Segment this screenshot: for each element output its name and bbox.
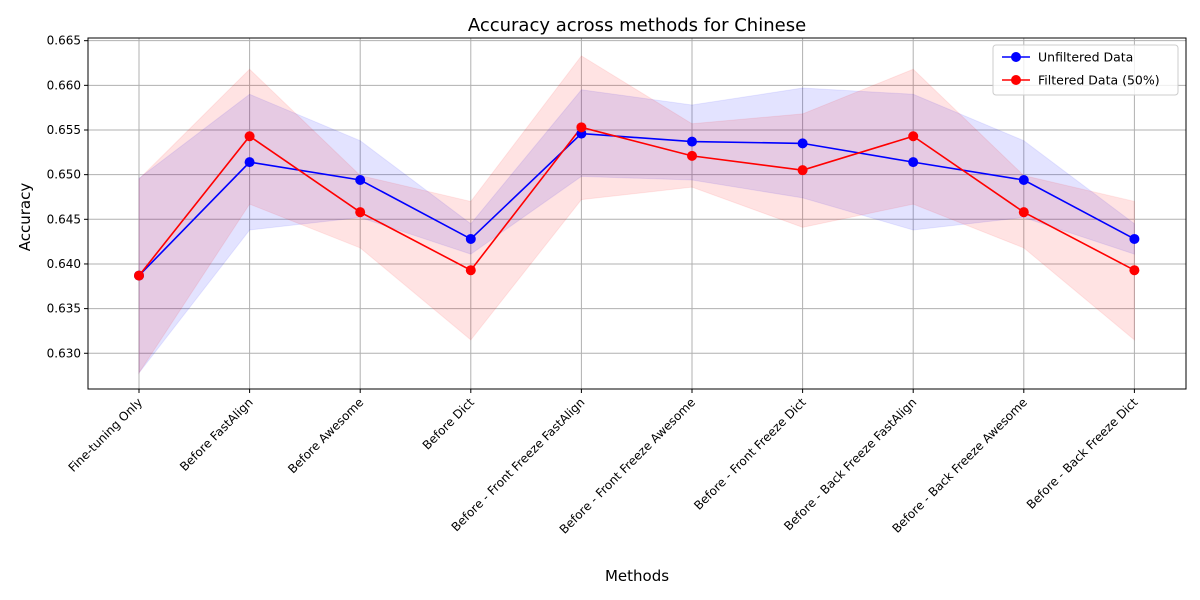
x-tick-label: Before - Back Freeze Dict [1024,395,1141,512]
data-point-series-1 [465,265,476,276]
x-tick-label: Before - Front Freeze Awesome [557,395,698,536]
legend-marker-unfiltered [1011,52,1021,62]
data-point-series-1 [797,165,808,176]
data-point-series-1 [576,122,587,133]
line-series-1 [138,126,1135,277]
data-point-series-1 [134,270,144,281]
data-point-series-1 [908,131,919,142]
x-axis-label: Methods [605,567,669,585]
line-series-0 [138,132,1135,277]
y-axis-ticks: 0.630 0.635 0.640 0.645 0.650 0.655 0.660 0.665 [47,34,88,360]
x-tick-label: Before FastAlign [177,395,256,474]
y-tick-label: 0.630 [47,346,81,360]
x-axis-ticks: Fine-tuning Only Before FastAlign Before A… [66,389,1141,537]
data-point-series-0 [465,233,476,244]
confidence-band-series-1 [138,55,1135,375]
data-point-series-0 [355,175,366,186]
data-point-series-0 [1018,175,1029,186]
x-tick-label: Before - Back Freeze FastAlign [781,395,919,533]
data-point-series-0 [244,157,255,168]
y-tick-label: 0.650 [47,168,81,182]
y-tick-label: 0.645 [47,212,81,226]
data-point-series-1 [244,131,255,142]
plot-frame [87,37,1187,390]
data-point-series-0 [687,136,697,147]
y-tick-label: 0.660 [47,78,81,92]
x-tick-label: Before Dict [420,395,477,452]
legend-box [992,44,1179,96]
x-tick-label: Fine-tuning Only [66,395,146,475]
legend: Unfiltered Data Filtered Data (50%) [992,44,1179,96]
legend-marker-filtered [1011,75,1021,85]
x-tick-label: Before - Back Freeze Awesome [889,395,1029,535]
data-point-series-1 [687,150,697,161]
x-tick-label: Before - Front Freeze FastAlign [449,395,588,534]
x-tick-label: Before - Front Freeze Dict [691,395,809,513]
x-tick-label: Before Awesome [285,395,366,476]
series-lines [138,126,1135,277]
y-tick-label: 0.665 [47,34,81,48]
y-axis-label: Accuracy [16,183,34,252]
data-point-series-0 [797,138,808,149]
legend-label-unfiltered: Unfiltered Data [1038,50,1133,65]
y-tick-label: 0.640 [47,257,81,271]
data-point-series-1 [355,207,366,218]
legend-label-filtered: Filtered Data (50%) [1038,73,1160,88]
confidence-bands [138,55,1135,375]
y-tick-label: 0.635 [47,302,81,316]
y-tick-label: 0.655 [47,123,81,137]
grid [88,38,1186,389]
confidence-band-series-0 [138,87,1135,375]
chart-title: Accuracy across methods for Chinese [468,15,806,36]
data-point-series-0 [908,157,919,168]
data-point-series-1 [1018,207,1029,218]
data-point-series-1 [1129,265,1140,276]
series-points [134,122,1140,281]
data-point-series-0 [1129,233,1140,244]
